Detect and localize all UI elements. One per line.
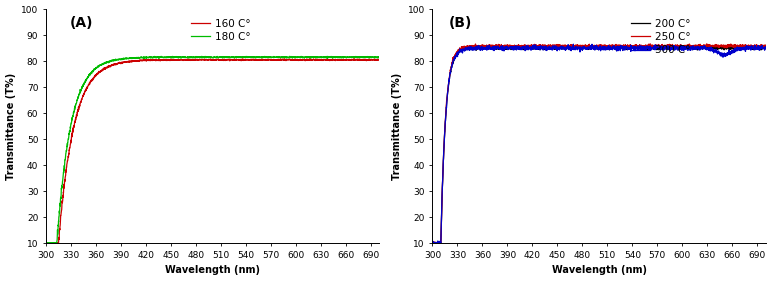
200 C° [581, 46, 591, 49]
180 C° [374, 56, 383, 59]
180 C° [42, 242, 51, 245]
250 C° [445, 74, 455, 77]
250 C° [590, 44, 599, 47]
300 C° [445, 74, 455, 77]
160 C° [374, 58, 383, 62]
X-axis label: Wavelength (nm): Wavelength (nm) [552, 266, 646, 275]
300 C° [428, 242, 438, 245]
160 C° [195, 58, 204, 61]
X-axis label: Wavelength (nm): Wavelength (nm) [165, 266, 260, 275]
300 C° [569, 42, 578, 46]
250 C° [761, 44, 770, 47]
300 C° [590, 46, 599, 49]
Line: 300 C°: 300 C° [433, 44, 765, 246]
160 C° [59, 196, 68, 199]
160 C° [304, 58, 313, 62]
180 C° [365, 55, 374, 58]
160 C° [365, 58, 374, 61]
200 C° [445, 76, 455, 79]
Line: 250 C°: 250 C° [433, 44, 765, 244]
200 C° [690, 46, 700, 50]
160 C° [42, 241, 51, 244]
250 C° [690, 45, 700, 48]
180 C° [304, 56, 313, 59]
200 C° [428, 241, 438, 245]
250 C° [581, 44, 591, 47]
180 C° [52, 242, 61, 246]
300 C° [761, 46, 770, 49]
200 C° [697, 44, 707, 48]
300 C° [690, 45, 700, 49]
160 C° [203, 58, 213, 62]
Line: 200 C°: 200 C° [433, 46, 765, 244]
Text: (B): (B) [449, 16, 472, 30]
Line: 180 C°: 180 C° [46, 56, 379, 244]
200 C° [751, 47, 761, 50]
250 C° [428, 243, 438, 246]
160 C° [365, 58, 374, 62]
180 C° [285, 55, 295, 58]
250 C° [751, 44, 761, 48]
Text: (A): (A) [70, 16, 93, 30]
180 C° [195, 56, 204, 59]
300 C° [751, 46, 761, 49]
200 C° [590, 47, 599, 50]
300 C° [581, 46, 591, 49]
200 C° [751, 46, 761, 50]
Y-axis label: Transmittance (T%): Transmittance (T%) [5, 72, 15, 180]
Line: 160 C°: 160 C° [46, 59, 379, 244]
Y-axis label: Transmittance (T%): Transmittance (T%) [392, 72, 402, 180]
300 C° [429, 244, 438, 247]
250 C° [645, 42, 655, 46]
250 C° [430, 243, 439, 246]
180 C° [365, 56, 374, 59]
180 C° [203, 55, 213, 59]
Legend: 200 C°, 250 C°, 300 C°: 200 C°, 250 C°, 300 C° [631, 19, 690, 55]
300 C° [751, 47, 761, 50]
160 C° [305, 57, 315, 60]
200 C° [434, 243, 443, 246]
250 C° [751, 44, 761, 48]
180 C° [59, 174, 68, 177]
160 C° [46, 242, 55, 246]
200 C° [761, 47, 770, 50]
Legend: 160 C°, 180 C°: 160 C°, 180 C° [191, 19, 250, 42]
